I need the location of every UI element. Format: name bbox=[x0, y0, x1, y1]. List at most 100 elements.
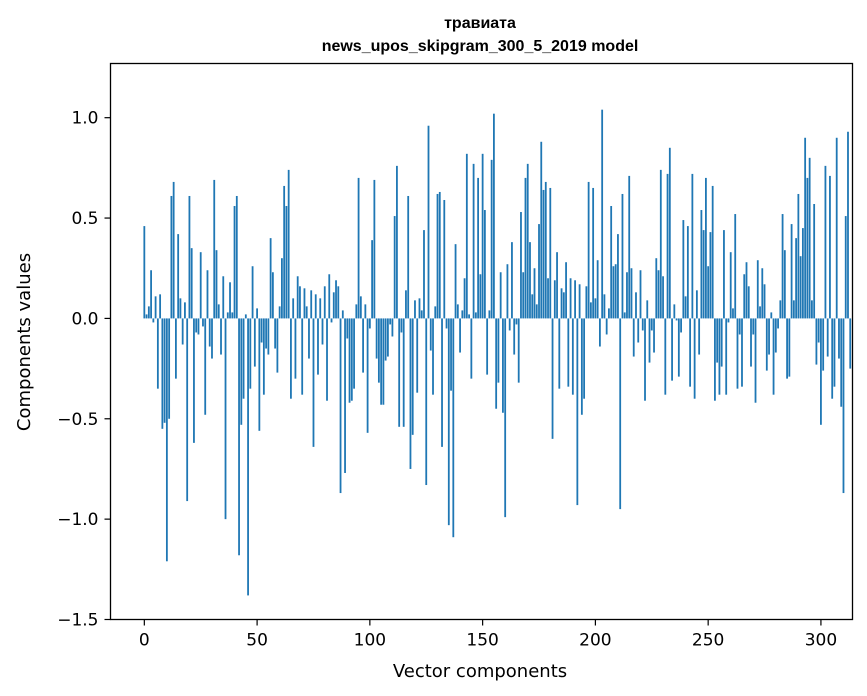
bar bbox=[783, 250, 786, 319]
bar bbox=[506, 264, 509, 319]
bar bbox=[542, 189, 545, 319]
bar bbox=[405, 290, 407, 319]
bar bbox=[831, 318, 834, 399]
bar bbox=[522, 272, 525, 319]
bar bbox=[267, 318, 270, 355]
bar bbox=[635, 292, 637, 319]
bar bbox=[612, 266, 615, 319]
bar bbox=[163, 318, 166, 423]
bar bbox=[650, 318, 653, 331]
bar bbox=[337, 286, 340, 319]
bar bbox=[434, 306, 437, 319]
bar bbox=[193, 318, 195, 443]
bar bbox=[709, 232, 712, 319]
bar bbox=[560, 288, 563, 319]
bar bbox=[222, 276, 225, 319]
bar bbox=[682, 220, 685, 319]
bar bbox=[538, 224, 540, 319]
bar bbox=[540, 141, 543, 319]
bar bbox=[547, 278, 549, 319]
bar bbox=[375, 318, 378, 359]
bar bbox=[580, 318, 583, 415]
bar bbox=[425, 318, 428, 486]
bar bbox=[745, 262, 748, 319]
bar bbox=[328, 274, 331, 319]
bar bbox=[204, 318, 207, 415]
bar bbox=[305, 306, 308, 319]
bar bbox=[452, 318, 455, 538]
bar bbox=[396, 165, 398, 319]
bar bbox=[668, 147, 671, 319]
bar bbox=[641, 318, 644, 331]
bar bbox=[177, 234, 180, 319]
bar bbox=[533, 268, 536, 319]
bar bbox=[842, 318, 845, 494]
bar bbox=[271, 272, 274, 319]
bar bbox=[502, 318, 504, 413]
bar bbox=[838, 318, 840, 359]
bar bbox=[335, 280, 337, 319]
bar bbox=[420, 310, 423, 319]
bar bbox=[723, 230, 725, 319]
bar bbox=[608, 308, 610, 319]
bar bbox=[786, 318, 788, 379]
bar bbox=[483, 210, 486, 319]
bar bbox=[664, 318, 667, 395]
bar bbox=[813, 204, 816, 319]
bar bbox=[436, 193, 439, 319]
bar bbox=[702, 230, 705, 319]
bar bbox=[847, 131, 849, 319]
bar bbox=[242, 318, 245, 399]
bar bbox=[454, 244, 457, 319]
bar bbox=[729, 252, 732, 319]
bar bbox=[411, 318, 414, 435]
bar bbox=[508, 318, 511, 331]
bar bbox=[515, 318, 518, 325]
bar bbox=[152, 318, 155, 323]
y-axis-ticks: −1.5 −1.0 −0.5 0.0 0.5 1.0 bbox=[57, 109, 111, 631]
bar bbox=[695, 290, 698, 319]
x-tick-label: 200 bbox=[579, 631, 611, 651]
bar bbox=[235, 195, 238, 319]
bar bbox=[736, 318, 739, 389]
bar bbox=[754, 318, 757, 403]
bar bbox=[172, 181, 175, 319]
bar bbox=[477, 177, 480, 319]
bar bbox=[170, 195, 173, 319]
bar bbox=[359, 296, 362, 319]
bar bbox=[815, 318, 818, 365]
bar bbox=[637, 318, 640, 343]
bar bbox=[822, 318, 825, 371]
bar bbox=[829, 175, 831, 319]
bar bbox=[562, 292, 565, 319]
bar bbox=[377, 318, 380, 383]
bar bbox=[763, 284, 766, 319]
bar bbox=[644, 318, 646, 401]
bar bbox=[677, 318, 680, 377]
bar bbox=[285, 206, 288, 319]
bar bbox=[592, 187, 595, 319]
bar bbox=[470, 318, 473, 379]
bar bbox=[628, 175, 631, 319]
bar bbox=[795, 238, 798, 319]
bar bbox=[459, 318, 461, 353]
bar bbox=[747, 286, 750, 319]
bar bbox=[244, 314, 247, 319]
bar bbox=[414, 300, 416, 319]
bar bbox=[371, 240, 374, 319]
y-tick-label: −0.5 bbox=[57, 410, 98, 430]
bar bbox=[655, 258, 658, 319]
bar bbox=[450, 318, 452, 391]
bar bbox=[382, 318, 385, 405]
bar bbox=[402, 318, 405, 427]
bar bbox=[274, 318, 277, 349]
bar bbox=[727, 318, 730, 323]
bar bbox=[226, 312, 229, 319]
bar bbox=[583, 318, 586, 399]
bar bbox=[605, 318, 608, 335]
bar bbox=[799, 256, 802, 319]
x-tick-label: 100 bbox=[354, 631, 386, 651]
y-tick-label: 0.5 bbox=[71, 209, 98, 229]
bar bbox=[445, 318, 448, 329]
bar bbox=[662, 276, 664, 319]
